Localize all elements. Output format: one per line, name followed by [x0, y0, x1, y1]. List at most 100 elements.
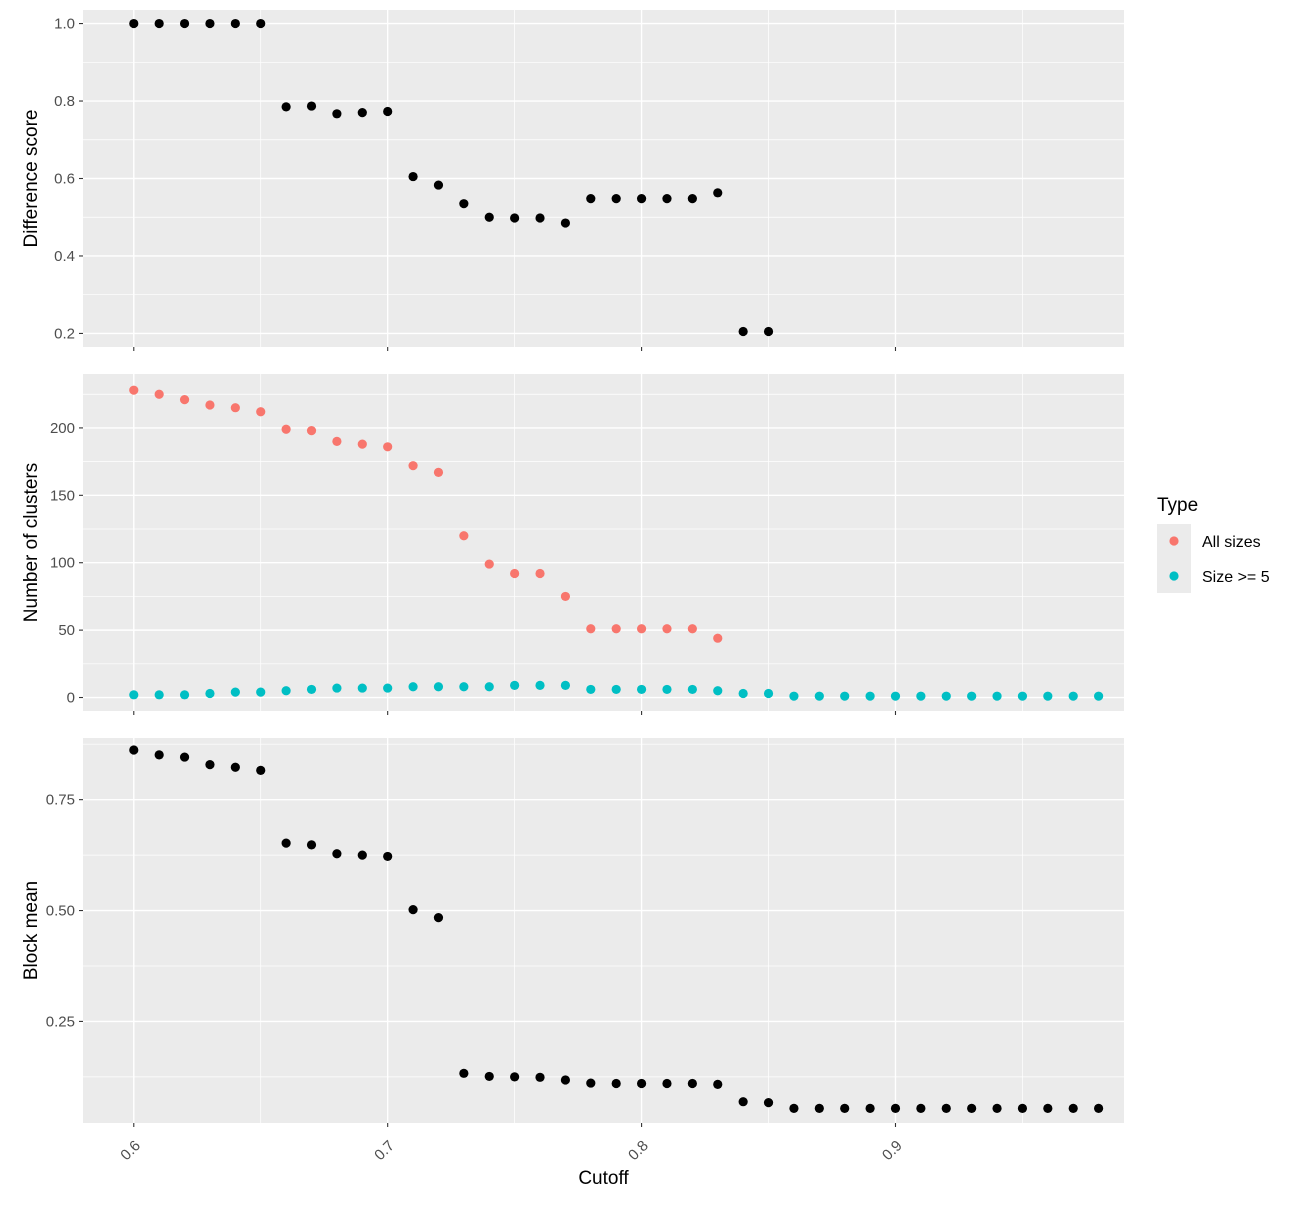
- y-tick-label: 0.6: [54, 171, 75, 188]
- legend-key-background: [1157, 524, 1191, 593]
- data-point: [611, 1078, 621, 1089]
- data-point: [916, 691, 926, 701]
- y-tick-label: 0.50: [46, 903, 75, 920]
- y-tick-label: 0.25: [46, 1013, 75, 1030]
- data-point: [306, 840, 317, 850]
- data-point: [1017, 691, 1028, 701]
- data-point: [814, 691, 824, 701]
- data-point: [560, 1075, 571, 1085]
- y-tick-label: 1.0: [54, 16, 75, 33]
- data-point: [154, 750, 164, 760]
- y-axis-title-bottom: Block mean: [21, 881, 42, 980]
- data-point: [230, 687, 240, 697]
- data-point: [205, 688, 215, 699]
- data-point: [510, 213, 520, 223]
- data-point: [992, 1103, 1002, 1113]
- data-point: [662, 624, 672, 634]
- data-point: [510, 1072, 520, 1082]
- data-point: [967, 691, 977, 701]
- data-point: [560, 218, 571, 228]
- data-point: [256, 765, 266, 775]
- panel-background-bottom: [83, 738, 1124, 1123]
- data-point: [408, 461, 418, 471]
- data-point: [484, 212, 494, 222]
- y-tick-label: 0.2: [54, 325, 75, 342]
- data-point: [1094, 1103, 1104, 1113]
- data-point: [713, 686, 723, 696]
- data-point: [433, 467, 444, 478]
- data-point: [459, 1068, 469, 1078]
- data-point: [611, 684, 621, 695]
- data-point: [611, 624, 621, 634]
- data-point: [789, 691, 799, 701]
- data-point: [1043, 1103, 1053, 1113]
- y-tick-label: 200: [50, 420, 75, 437]
- data-point: [408, 682, 418, 692]
- data-point: [205, 18, 215, 29]
- data-point: [332, 683, 342, 693]
- data-point: [306, 426, 317, 436]
- data-point: [179, 18, 190, 29]
- data-point: [179, 395, 190, 405]
- y-tick-label: 0.4: [54, 248, 75, 265]
- y-axis-title-top: Difference score: [21, 110, 42, 248]
- data-point: [1094, 691, 1104, 701]
- y-axis-title-middle: Number of clusters: [21, 463, 42, 622]
- data-point: [129, 745, 139, 755]
- data-point: [535, 568, 545, 579]
- x-tick-label: 0.9: [879, 1137, 906, 1164]
- data-point: [789, 1103, 799, 1113]
- data-point: [459, 199, 469, 209]
- panel-background-middle: [83, 374, 1124, 711]
- data-point: [662, 684, 672, 695]
- data-point: [484, 559, 494, 569]
- data-point: [357, 683, 367, 693]
- y-tick-label: 100: [50, 555, 75, 572]
- data-point: [662, 194, 672, 204]
- data-point: [433, 682, 444, 692]
- data-point: [459, 682, 469, 692]
- data-point: [205, 760, 215, 770]
- data-point: [738, 326, 748, 337]
- y-tick-label: 0.75: [46, 792, 75, 809]
- data-point: [916, 1103, 926, 1113]
- data-point: [535, 680, 545, 690]
- data-point: [332, 849, 342, 859]
- data-point: [636, 1078, 647, 1089]
- data-point: [230, 18, 240, 29]
- data-point: [840, 1103, 850, 1113]
- legend-label: All sizes: [1202, 534, 1261, 551]
- data-point: [890, 691, 901, 701]
- data-point: [433, 913, 444, 923]
- data-point: [484, 682, 494, 692]
- data-point: [890, 1103, 901, 1113]
- data-point: [154, 18, 164, 29]
- legend-key-marker: [1169, 536, 1179, 546]
- data-point: [306, 684, 317, 695]
- data-point: [1017, 1103, 1028, 1113]
- data-point: [586, 624, 596, 634]
- data-point: [1043, 691, 1053, 701]
- data-point: [713, 633, 723, 643]
- data-point: [154, 690, 164, 700]
- data-point: [662, 1078, 672, 1089]
- y-tick-label: 150: [50, 487, 75, 504]
- data-point: [129, 690, 139, 700]
- legend-label: Size >= 5: [1202, 569, 1270, 586]
- data-point: [383, 106, 393, 117]
- data-point: [763, 1097, 774, 1108]
- data-point: [179, 690, 190, 700]
- data-point: [230, 403, 240, 413]
- data-point: [611, 194, 621, 204]
- data-point: [205, 400, 215, 410]
- data-point: [306, 101, 317, 111]
- legend-title: Type: [1157, 495, 1198, 516]
- data-point: [560, 591, 571, 602]
- x-tick-label: 0.6: [117, 1137, 144, 1164]
- data-point: [281, 424, 291, 434]
- data-point: [865, 1103, 875, 1113]
- data-point: [763, 326, 774, 337]
- data-point: [256, 18, 266, 29]
- y-tick-label: 0: [67, 690, 75, 707]
